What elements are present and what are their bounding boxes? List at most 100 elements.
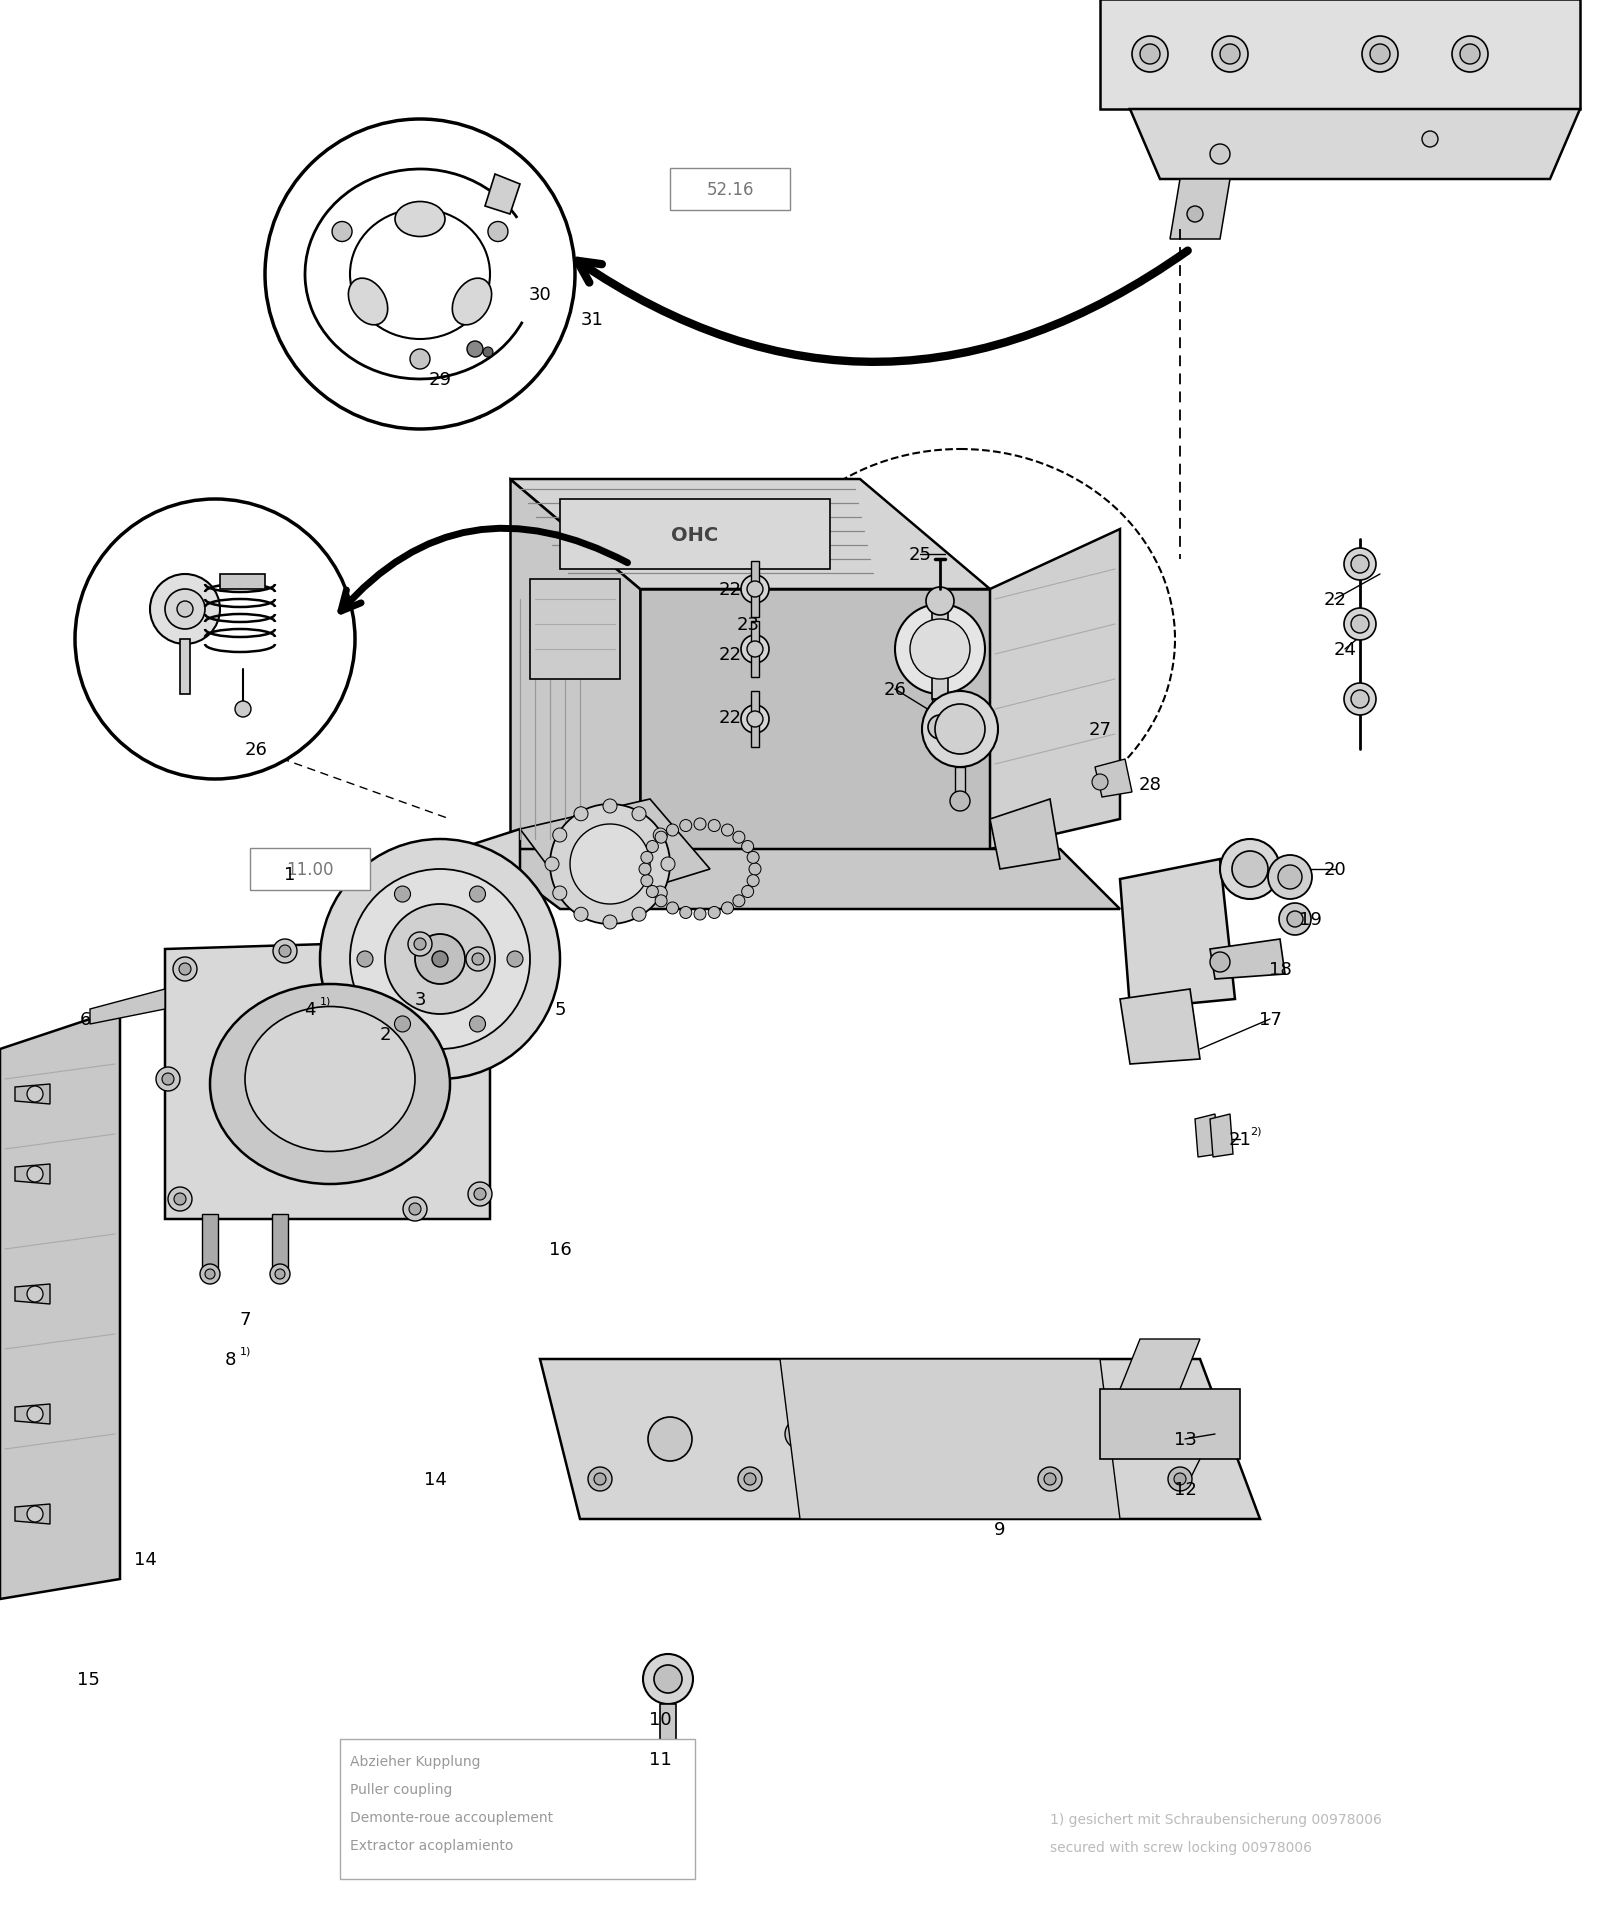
Text: 22: 22: [718, 580, 741, 599]
Circle shape: [469, 886, 485, 903]
Circle shape: [654, 833, 667, 844]
Circle shape: [174, 1192, 186, 1206]
Circle shape: [709, 907, 720, 919]
Circle shape: [643, 1654, 693, 1703]
Circle shape: [1221, 44, 1240, 65]
Circle shape: [395, 1016, 411, 1032]
Circle shape: [469, 1183, 493, 1206]
Polygon shape: [640, 590, 990, 850]
Circle shape: [1232, 852, 1267, 888]
Polygon shape: [520, 800, 710, 909]
Text: 1) gesichert mit Schraubensicherung 00978006: 1) gesichert mit Schraubensicherung 0097…: [1050, 1813, 1382, 1826]
Text: 29: 29: [429, 371, 451, 389]
Circle shape: [709, 819, 720, 833]
Circle shape: [414, 934, 466, 984]
Text: secured with screw locking 00978006: secured with screw locking 00978006: [1050, 1839, 1312, 1855]
Circle shape: [488, 222, 507, 243]
Circle shape: [1091, 775, 1107, 790]
Circle shape: [738, 1468, 762, 1491]
Circle shape: [1278, 903, 1310, 936]
Text: 5: 5: [554, 1001, 566, 1018]
Polygon shape: [14, 1284, 50, 1303]
Circle shape: [1174, 1474, 1186, 1485]
Polygon shape: [365, 829, 520, 1039]
Circle shape: [1133, 36, 1168, 73]
Polygon shape: [1210, 940, 1285, 980]
Circle shape: [1139, 44, 1160, 65]
Polygon shape: [541, 1359, 1261, 1520]
Circle shape: [235, 702, 251, 718]
Circle shape: [278, 946, 291, 957]
Polygon shape: [990, 530, 1120, 850]
Circle shape: [27, 1166, 43, 1183]
Circle shape: [749, 863, 762, 875]
Circle shape: [646, 886, 658, 898]
Circle shape: [179, 963, 190, 976]
Circle shape: [178, 601, 194, 618]
Text: 25: 25: [909, 545, 931, 565]
Circle shape: [469, 1016, 485, 1032]
Circle shape: [642, 852, 653, 863]
Polygon shape: [990, 800, 1059, 869]
Circle shape: [747, 582, 763, 597]
Circle shape: [75, 500, 355, 779]
Text: OHC: OHC: [672, 524, 718, 544]
Circle shape: [275, 1269, 285, 1279]
Circle shape: [1344, 683, 1376, 716]
Circle shape: [733, 833, 746, 844]
Circle shape: [1286, 911, 1302, 928]
Bar: [339, 1740, 694, 1880]
Circle shape: [747, 852, 758, 863]
Text: Demonte-roue accouplement: Demonte-roue accouplement: [350, 1811, 554, 1824]
Polygon shape: [1170, 180, 1230, 239]
Polygon shape: [165, 940, 490, 1219]
Circle shape: [928, 716, 952, 739]
Polygon shape: [14, 1405, 50, 1424]
Polygon shape: [1120, 990, 1200, 1064]
Text: 30: 30: [528, 285, 552, 304]
Circle shape: [483, 348, 493, 358]
Polygon shape: [1101, 0, 1579, 109]
Circle shape: [680, 819, 691, 833]
Text: 14: 14: [133, 1550, 157, 1568]
Text: 4: 4: [304, 1001, 315, 1018]
Circle shape: [333, 222, 352, 243]
Text: 1): 1): [320, 997, 331, 1007]
Circle shape: [466, 947, 490, 972]
Circle shape: [474, 1189, 486, 1200]
Circle shape: [922, 691, 998, 768]
Polygon shape: [1094, 760, 1133, 798]
Text: 6: 6: [80, 1011, 91, 1028]
Circle shape: [165, 590, 205, 630]
Text: 3: 3: [414, 990, 426, 1009]
Polygon shape: [510, 480, 990, 590]
Circle shape: [1344, 549, 1376, 580]
Text: 24: 24: [1333, 641, 1357, 658]
Circle shape: [357, 951, 373, 967]
Circle shape: [646, 840, 658, 854]
Polygon shape: [530, 580, 621, 679]
Circle shape: [747, 712, 763, 727]
Circle shape: [747, 641, 763, 658]
Text: 16: 16: [549, 1240, 571, 1257]
Polygon shape: [0, 1009, 120, 1600]
Polygon shape: [648, 1780, 688, 1799]
Text: 8: 8: [224, 1349, 235, 1369]
Circle shape: [574, 907, 589, 923]
Circle shape: [157, 1068, 181, 1091]
Polygon shape: [485, 174, 520, 214]
Circle shape: [694, 819, 706, 831]
Circle shape: [403, 1198, 427, 1221]
Circle shape: [910, 620, 970, 679]
Polygon shape: [931, 701, 947, 714]
Circle shape: [414, 938, 426, 951]
Circle shape: [653, 886, 667, 900]
Circle shape: [408, 932, 432, 957]
Circle shape: [638, 863, 651, 875]
Text: 1: 1: [285, 865, 296, 884]
Polygon shape: [1210, 1114, 1234, 1158]
Circle shape: [742, 886, 754, 898]
Circle shape: [1043, 1474, 1056, 1485]
Circle shape: [661, 857, 675, 871]
Circle shape: [654, 1665, 682, 1694]
